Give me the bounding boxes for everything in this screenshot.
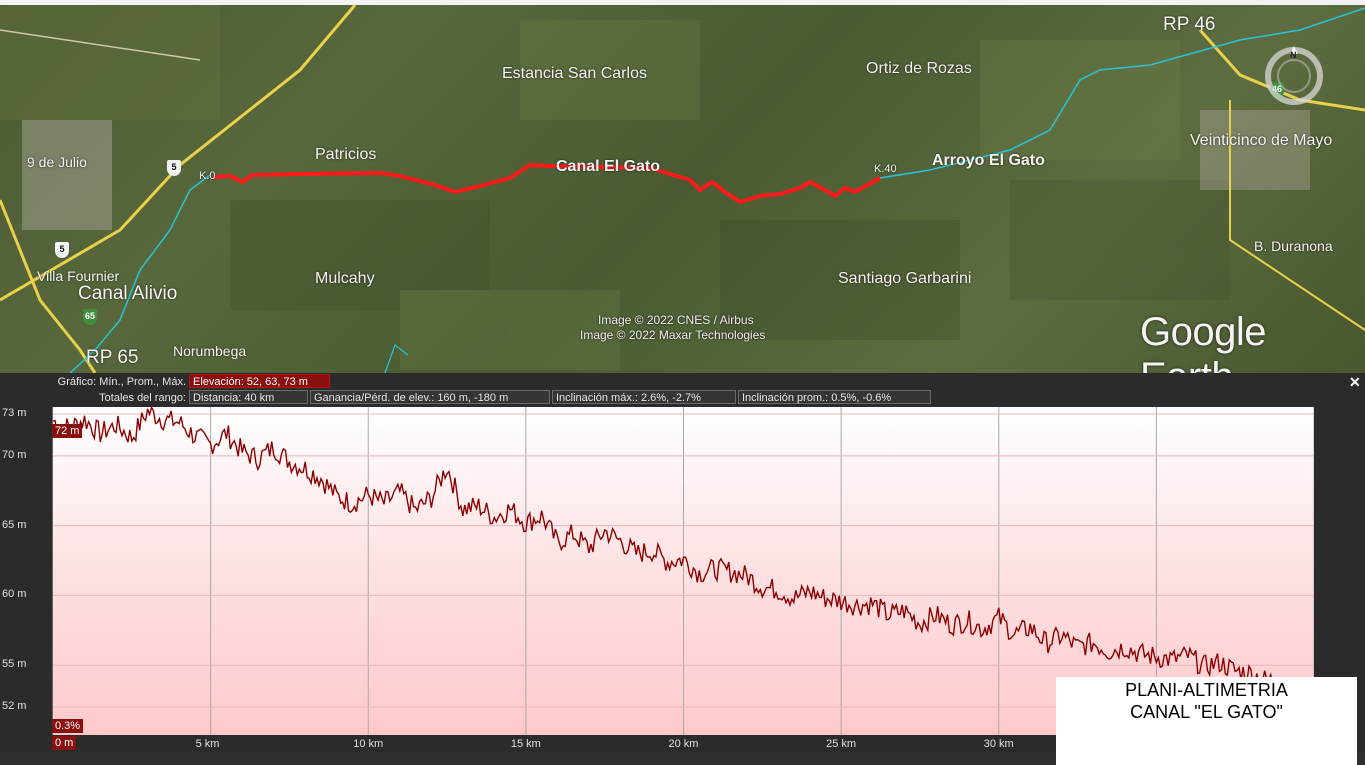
current-elevation-marker: 72 m <box>52 424 83 438</box>
compass-icon[interactable]: N <box>1258 40 1330 112</box>
label-patricios: Patricios <box>315 146 377 163</box>
avg-slope-stat: Inclinación prom.: 0.5%, -0.6% <box>738 390 931 404</box>
x-tick-label: 20 km <box>668 738 699 750</box>
label-canal-alivio: Canal Alivio <box>78 283 178 304</box>
canal-route[interactable] <box>212 163 881 204</box>
label-arroyo-el-gato: Arroyo El Gato <box>932 152 1045 169</box>
current-slope-marker: 0.3% <box>52 719 84 733</box>
elevation-line <box>53 407 1314 711</box>
river-canal-alivio <box>69 174 211 373</box>
town-25-de-mayo <box>1200 110 1310 190</box>
route-shield-5: 5 <box>167 160 181 176</box>
compass-north: N <box>1290 50 1297 60</box>
label-rp65: RP 65 <box>86 347 139 368</box>
chart-title-line-2: CANAL "EL GATO" <box>1130 702 1283 722</box>
map-top-strip <box>0 0 1365 5</box>
route-shield-5b: 5 <box>55 242 69 258</box>
label-9-de-julio: 9 de Julio <box>27 154 87 170</box>
map-view[interactable]: Estancia San Carlos Ortiz de Rozas 9 de … <box>0 0 1365 373</box>
x-tick-label: 30 km <box>983 738 1014 750</box>
google-earth-logo: Google Earth <box>1140 310 1266 373</box>
elevation-chart-svg <box>53 407 1314 735</box>
road-rp65 <box>0 199 97 373</box>
close-icon[interactable]: ✕ <box>1349 374 1361 390</box>
y-tick-label: 60 m <box>2 588 27 601</box>
label-k0: K.0 <box>199 170 216 182</box>
label-estancia: Estancia San Carlos <box>502 65 647 82</box>
road-secondary <box>1229 100 1365 331</box>
credit-maxar: Image © 2022 Maxar Technologies <box>580 328 766 342</box>
elevation-stat[interactable]: Elevación: 52, 63, 73 m <box>189 374 330 388</box>
label-ortiz: Ortiz de Rozas <box>866 60 972 77</box>
label-canal-el-gato: Canal El Gato <box>556 158 661 175</box>
stats-row-2: Totales del rango: Distancia: 40 km Gana… <box>0 390 1340 406</box>
map-overlay <box>0 0 1365 373</box>
y-tick-label: 70 m <box>2 448 27 461</box>
route-shield-65: 65 <box>83 309 97 325</box>
gain-loss-stat: Ganancia/Pérd. de elev.: 160 m, -180 m <box>310 390 550 404</box>
label-veinticinco: Veinticinco de Mayo <box>1190 132 1333 149</box>
label-norumbega: Norumbega <box>173 343 247 359</box>
label-k40: K.40 <box>874 163 897 175</box>
label-mulcahy: Mulcahy <box>315 270 375 287</box>
elevation-chart[interactable]: PLANI-ALTIMETRIA CANAL "EL GATO" <box>52 407 1357 765</box>
x-tick-label: 5 km <box>195 738 220 750</box>
distance-stat: Distancia: 40 km <box>189 390 308 404</box>
max-slope-stat: Inclinación máx.: 2.6%, -2.7% <box>552 390 736 404</box>
field-texture <box>0 0 1230 370</box>
credit-cnes: Image © 2022 CNES / Airbus <box>598 313 754 327</box>
stats-row-1: Gráfico: Mín., Prom., Máx. Elevación: 52… <box>0 374 1340 390</box>
grafico-label: Gráfico: Mín., Prom., Máx. <box>57 376 186 388</box>
totales-label: Totales del rango: <box>99 392 186 404</box>
river-arroyo-el-gato <box>879 7 1365 179</box>
label-rp46: RP 46 <box>1163 14 1216 35</box>
label-villa-fournier: Villa Fournier <box>37 268 120 284</box>
chart-title-line-1: PLANI-ALTIMETRIA <box>1125 680 1288 700</box>
y-tick-label: 65 m <box>2 518 27 531</box>
town-9-de-julio <box>22 120 112 230</box>
road-local <box>0 29 201 61</box>
river-secondary <box>384 344 409 373</box>
elevation-profile-panel: Gráfico: Mín., Prom., Máx. Elevación: 52… <box>0 373 1365 765</box>
x-tick-label: 25 km <box>826 738 857 750</box>
chart-title-box: PLANI-ALTIMETRIA CANAL "EL GATO" <box>1056 677 1357 765</box>
y-tick-label: 52 m <box>2 700 27 713</box>
x-tick-label: 15 km <box>510 738 541 750</box>
y-tick-label: 73 m <box>2 406 27 419</box>
x-tick-label: 10 km <box>353 738 384 750</box>
y-tick-label: 55 m <box>2 658 27 671</box>
current-distance-marker: 0 m <box>52 736 77 750</box>
label-santiago: Santiago Garbarini <box>838 270 972 287</box>
label-duranona: B. Duranona <box>1254 238 1333 254</box>
